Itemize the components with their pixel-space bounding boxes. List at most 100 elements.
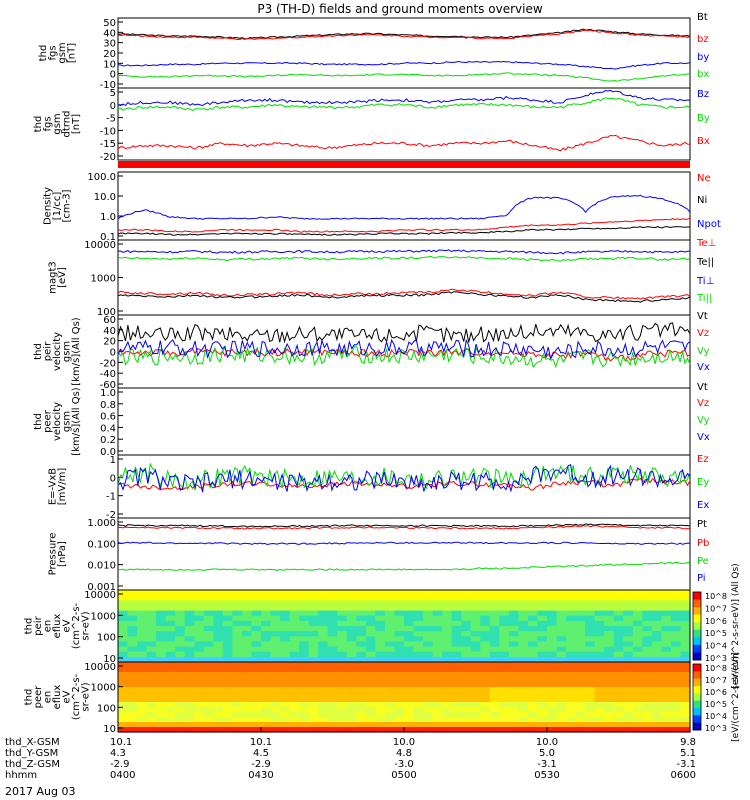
heatmap-cell bbox=[499, 636, 510, 642]
heatmap-cell bbox=[327, 697, 338, 703]
heatmap-cell bbox=[442, 600, 453, 606]
heatmap-cell bbox=[118, 727, 129, 733]
heatmap-cell bbox=[327, 702, 338, 708]
heatmap-cell bbox=[318, 677, 329, 683]
heatmap-cell bbox=[261, 697, 272, 703]
heatmap-cell bbox=[251, 667, 262, 673]
heatmap-cell bbox=[680, 727, 691, 733]
heatmap-cell bbox=[137, 687, 148, 693]
y-tick-label: 0.2 bbox=[100, 435, 116, 446]
heatmap-cell bbox=[337, 717, 348, 723]
heatmap-cell bbox=[213, 677, 224, 683]
heatmap-cell bbox=[480, 610, 491, 617]
heatmap-cell bbox=[241, 677, 252, 683]
series-Pb-line bbox=[117, 525, 690, 530]
heatmap-cell bbox=[508, 682, 519, 688]
heatmap-cell bbox=[575, 605, 586, 612]
heatmap-cell bbox=[632, 712, 643, 718]
heatmap-cell bbox=[251, 651, 262, 658]
heatmap-cell bbox=[537, 646, 548, 653]
heatmap-cell bbox=[394, 727, 405, 733]
heatmap-cell bbox=[365, 707, 376, 713]
heatmap-cell bbox=[308, 626, 319, 632]
heatmap-cell bbox=[203, 631, 214, 637]
heatmap-cell bbox=[489, 636, 500, 642]
heatmap-cell bbox=[556, 641, 567, 648]
heatmap-cell bbox=[451, 610, 462, 617]
heatmap-cell bbox=[585, 636, 596, 642]
heatmap-cell bbox=[318, 590, 329, 596]
heatmap-cell bbox=[613, 590, 624, 596]
heatmap-cell bbox=[537, 682, 548, 688]
heatmap-cell bbox=[251, 687, 262, 693]
heatmap-cell bbox=[594, 610, 605, 617]
heatmap-cell bbox=[518, 727, 529, 733]
heatmap-cell bbox=[241, 595, 252, 601]
heatmap-cell bbox=[623, 692, 634, 698]
heatmap-cell bbox=[194, 677, 205, 683]
heatmap-cell bbox=[680, 651, 691, 658]
heatmap-cell bbox=[461, 651, 472, 658]
heatmap-cell bbox=[527, 656, 538, 663]
heatmap-cell bbox=[318, 610, 329, 617]
colorbar-frame bbox=[692, 663, 702, 731]
heatmap-cell bbox=[251, 636, 262, 642]
heatmap-cell bbox=[346, 727, 357, 733]
heatmap-cell bbox=[127, 662, 138, 668]
heatmap-cell bbox=[194, 707, 205, 713]
heatmap-cell bbox=[146, 707, 157, 713]
heatmap-cell bbox=[404, 626, 415, 632]
heatmap-cell bbox=[165, 662, 176, 668]
heatmap-cell bbox=[184, 656, 195, 663]
colorbar-segment bbox=[693, 708, 701, 716]
heatmap-cell bbox=[432, 667, 443, 673]
y-axis-label: (cm^2-s- bbox=[71, 602, 82, 649]
heatmap-cell bbox=[451, 667, 462, 673]
heatmap-cell bbox=[118, 717, 129, 723]
heatmap-cell bbox=[289, 605, 300, 612]
series-bz-line bbox=[117, 29, 691, 41]
heatmap-cell bbox=[604, 626, 615, 632]
heatmap-cell bbox=[451, 712, 462, 718]
heatmap-cell bbox=[127, 610, 138, 617]
heatmap-cell bbox=[318, 656, 329, 663]
heatmap-cell bbox=[423, 595, 434, 601]
heatmap-cell bbox=[623, 677, 634, 683]
heatmap-cell bbox=[547, 600, 558, 606]
heatmap-cell bbox=[499, 677, 510, 683]
heatmap-cell bbox=[203, 702, 214, 708]
heatmap-cell bbox=[527, 662, 538, 668]
panel-frame bbox=[117, 517, 691, 591]
heatmap-cell bbox=[508, 687, 519, 693]
heatmap-cell bbox=[461, 605, 472, 612]
heatmap-cell bbox=[375, 682, 386, 688]
heatmap-cell bbox=[241, 656, 252, 663]
heatmap-cell bbox=[470, 672, 481, 678]
legend-Vt: Vt bbox=[697, 311, 708, 322]
heatmap-cell bbox=[594, 595, 605, 601]
heatmap-cell bbox=[575, 702, 586, 708]
heatmap-cell bbox=[337, 641, 348, 648]
heatmap-cell bbox=[146, 692, 157, 698]
colorbar-label: [eV/(cm^2-s-sr-eV)] bbox=[731, 652, 741, 742]
heatmap-cell bbox=[232, 656, 243, 663]
heatmap-cell bbox=[470, 615, 481, 622]
heatmap-cell bbox=[203, 626, 214, 632]
heatmap-cell bbox=[585, 672, 596, 678]
heatmap-cell bbox=[451, 702, 462, 708]
y-axis-label: en bbox=[43, 620, 54, 633]
heatmap-cell bbox=[394, 717, 405, 723]
heatmap-cell bbox=[537, 717, 548, 723]
heatmap-cell bbox=[594, 626, 605, 632]
y-tick-label: 0.100 bbox=[87, 539, 116, 550]
heatmap-cell bbox=[165, 667, 176, 673]
heatmap-cell bbox=[365, 626, 376, 632]
heatmap-cell bbox=[365, 656, 376, 663]
heatmap-cell bbox=[480, 672, 491, 678]
heatmap-cell bbox=[118, 605, 129, 612]
heatmap-cell bbox=[337, 702, 348, 708]
heatmap-cell bbox=[146, 722, 157, 728]
heatmap-cell bbox=[470, 702, 481, 708]
heatmap-cell bbox=[680, 590, 691, 596]
heatmap-cell bbox=[194, 651, 205, 658]
